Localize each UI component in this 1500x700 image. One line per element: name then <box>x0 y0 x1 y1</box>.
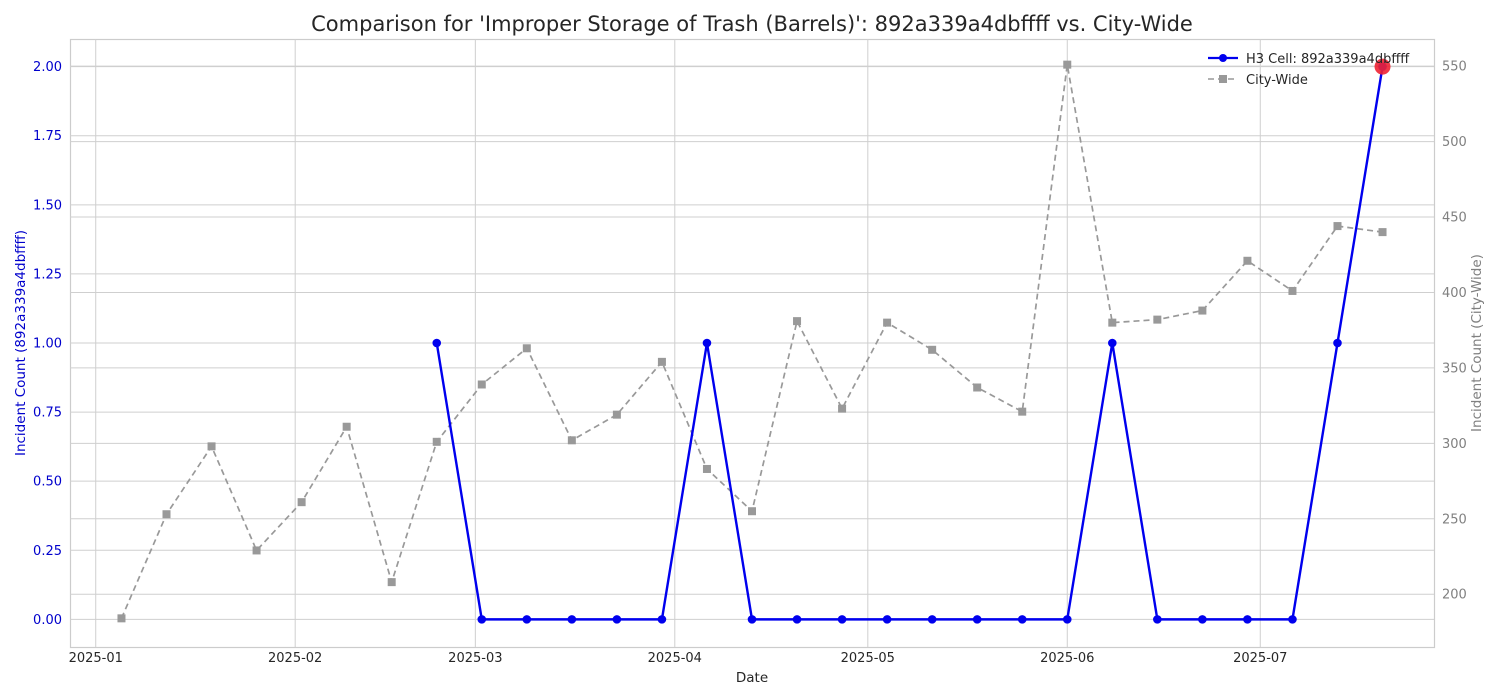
legend: H3 Cell: 892a339a4dbffff City-Wide <box>1208 52 1410 88</box>
city-wide-point <box>342 422 351 431</box>
left-y-tick-label: 1.25 <box>33 267 62 282</box>
legend-city-marker <box>1219 75 1227 83</box>
right-y-tick-label: 400 <box>1442 286 1467 301</box>
city-wide-point <box>612 410 621 419</box>
left-y-tick-label: 0.75 <box>33 406 62 421</box>
city-wide-point <box>1063 60 1072 69</box>
cell-point <box>837 615 847 624</box>
cell-point <box>657 615 667 624</box>
city-wide-point <box>1108 318 1117 327</box>
left-y-tick-label: 2.00 <box>33 60 62 75</box>
city-wide-point <box>117 614 126 623</box>
city-wide-point <box>252 546 261 555</box>
x-tick-label: 2025-03 <box>448 651 502 666</box>
city-wide-point <box>1378 228 1387 237</box>
city-wide-point <box>748 507 756 516</box>
cell-point <box>792 615 802 624</box>
cell-point <box>1062 615 1072 624</box>
chart-title: Comparison for 'Improper Storage of Tras… <box>311 12 1193 36</box>
cell-point <box>432 338 442 348</box>
left-y-tick-label: 0.50 <box>33 475 62 490</box>
right-y-axis-ticks: 200 250 300 350 400 450 500 550 <box>1442 60 1467 603</box>
grid <box>70 39 1434 647</box>
right-y-tick-label: 200 <box>1442 588 1467 603</box>
city-wide-point <box>928 345 937 354</box>
right-y-tick-label: 250 <box>1442 512 1467 527</box>
cell-point <box>1333 338 1342 348</box>
highlight-point <box>1374 58 1391 75</box>
cell-point <box>1288 615 1297 624</box>
left-y-axis-label: Incident Count (892a339a4dbffff) <box>13 230 29 456</box>
city-wide-point <box>477 380 486 389</box>
city-wide-point <box>207 442 216 451</box>
legend-cell-label: H3 Cell: 892a339a4dbffff <box>1246 52 1410 67</box>
city-wide-point <box>162 510 171 519</box>
cell-point <box>702 338 712 348</box>
city-wide-point <box>973 383 982 392</box>
city-wide-point <box>1288 286 1297 295</box>
city-wide-point <box>1018 407 1027 416</box>
cell-point <box>477 615 487 624</box>
left-y-tick-label: 1.00 <box>33 337 62 352</box>
right-y-tick-label: 350 <box>1442 361 1467 376</box>
series-layer <box>117 58 1391 624</box>
city-wide-point <box>297 498 306 507</box>
cell-point <box>522 615 532 624</box>
cell-point <box>972 615 982 624</box>
city-wide-point <box>838 404 847 413</box>
city-wide-point <box>387 578 396 587</box>
city-wide-point <box>1333 222 1342 231</box>
city-wide-point <box>567 436 576 445</box>
city-wide-point <box>432 437 441 446</box>
right-y-tick-label: 300 <box>1442 437 1467 452</box>
right-y-tick-label: 500 <box>1442 135 1467 150</box>
left-y-tick-label: 1.50 <box>33 198 62 213</box>
cell-point <box>882 615 892 624</box>
cell-point <box>1108 338 1117 348</box>
legend-cell-marker <box>1219 54 1227 62</box>
x-tick-label: 2025-02 <box>268 651 322 666</box>
left-y-tick-label: 0.25 <box>33 544 62 559</box>
right-y-axis-label: Incident Count (City-Wide) <box>1469 254 1485 432</box>
city-wide-point <box>1198 306 1207 315</box>
x-tick-label: 2025-07 <box>1233 651 1287 666</box>
left-y-axis-ticks: 0.00 0.25 0.50 0.75 1.00 1.25 1.50 1.75 2.00 <box>33 60 62 628</box>
left-y-tick-label: 0.00 <box>33 613 62 628</box>
x-axis-ticks: 2025-01 2025-02 2025-03 2025-04 2025-05 2025-… <box>69 651 1288 666</box>
x-tick-label: 2025-06 <box>1040 651 1094 666</box>
cell-point <box>567 615 577 624</box>
x-tick-label: 2025-05 <box>841 651 895 666</box>
cell-point <box>612 615 622 624</box>
city-wide-point <box>657 357 666 366</box>
city-wide-point <box>883 318 892 327</box>
cell-point <box>1243 615 1252 624</box>
cell-point <box>1198 615 1207 624</box>
right-y-tick-label: 550 <box>1442 60 1467 75</box>
cell-point <box>1017 615 1027 624</box>
city-wide-point <box>702 464 711 473</box>
city-wide-point <box>793 317 802 326</box>
legend-city-label: City-Wide <box>1246 73 1308 88</box>
x-tick-label: 2025-04 <box>648 651 702 666</box>
cell-point <box>1153 615 1162 624</box>
city-wide-point <box>522 344 531 353</box>
right-y-tick-label: 450 <box>1442 211 1467 226</box>
city-wide-point <box>1243 256 1252 265</box>
cell-point <box>927 615 937 624</box>
x-axis-label: Date <box>736 670 768 686</box>
x-tick-label: 2025-01 <box>69 651 123 666</box>
city-wide-point <box>1153 315 1162 324</box>
cell-point <box>747 615 757 624</box>
left-y-tick-label: 1.75 <box>33 129 62 144</box>
cell-series-line <box>435 66 1384 621</box>
